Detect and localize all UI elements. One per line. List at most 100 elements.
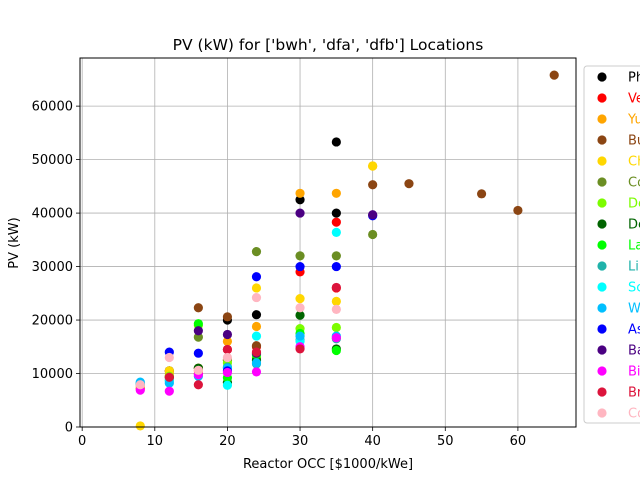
legend-label: W <box>628 302 640 317</box>
data-point <box>331 345 341 356</box>
legend-label: De <box>628 218 640 233</box>
legend-label: Bu <box>628 134 640 149</box>
data-point <box>476 189 487 199</box>
data-point <box>251 310 262 320</box>
data-point <box>331 322 341 333</box>
data-point <box>368 229 378 240</box>
data-point <box>295 195 305 205</box>
data-point <box>222 367 233 378</box>
legend-marker <box>597 408 607 418</box>
y-axis-label: PV (kW) <box>7 217 22 268</box>
x-tick-label: 50 <box>437 434 454 449</box>
legend-label: Ba <box>628 344 640 359</box>
data-point <box>295 208 305 218</box>
data-point <box>368 180 378 190</box>
chart-title: PV (kW) for ['bwh', 'dfa', 'dfb'] Locati… <box>173 36 484 54</box>
data-point <box>164 386 174 396</box>
data-point <box>251 331 262 341</box>
legend-marker <box>597 345 607 355</box>
data-point <box>295 303 305 313</box>
x-tick-label: 40 <box>364 434 381 449</box>
y-tick-label: 50000 <box>32 153 73 168</box>
data-point <box>222 312 233 322</box>
data-point <box>295 294 305 304</box>
x-tick-label: 60 <box>510 434 527 449</box>
legend-marker <box>597 156 607 166</box>
data-point <box>193 348 203 358</box>
data-point <box>331 208 341 218</box>
y-tick-label: 40000 <box>32 207 73 222</box>
legend-label: Co <box>628 176 640 191</box>
data-point <box>193 303 203 313</box>
data-point <box>222 380 233 390</box>
legend-label: Li <box>628 260 639 275</box>
data-point <box>549 70 559 80</box>
legend-marker <box>597 261 607 271</box>
y-tick-label: 60000 <box>32 100 73 115</box>
legend-marker <box>597 324 607 334</box>
legend-marker <box>597 387 607 397</box>
legend-label: Co <box>628 407 640 422</box>
legend-marker <box>597 198 607 208</box>
legend-marker <box>597 93 607 103</box>
y-tick-label: 30000 <box>32 260 73 275</box>
data-point <box>193 365 203 375</box>
data-point <box>193 319 203 329</box>
data-point <box>295 310 305 320</box>
data-point <box>368 210 378 220</box>
data-point <box>295 261 305 272</box>
data-point <box>222 329 233 340</box>
data-point <box>331 188 341 198</box>
data-point <box>251 358 262 368</box>
legend: Ph Ve Yu Bu Ch Co De De La Li Sc W As Ba Bi Br Co <box>583 65 640 424</box>
data-point <box>251 367 262 377</box>
data-point <box>368 161 378 171</box>
legend-marker <box>597 114 607 124</box>
x-tick-label: 10 <box>147 434 164 449</box>
data-point <box>251 272 262 282</box>
data-point <box>251 341 262 351</box>
data-point <box>331 333 341 343</box>
legend-label: La <box>628 239 640 254</box>
legend-label: Ph <box>628 71 640 86</box>
x-tick-label: 30 <box>292 434 309 449</box>
axis-ticks: 0 10 20 30 40 50 60 0 10000 20000 30000 40000 50000 6… <box>32 100 527 449</box>
data-point <box>295 344 305 354</box>
legend-marker <box>597 240 607 250</box>
data-point <box>331 261 341 272</box>
legend-label: Ch <box>628 155 640 170</box>
legend-label: Br <box>628 386 640 401</box>
data-point <box>331 217 341 227</box>
data-point <box>251 292 262 303</box>
legend-marker <box>597 177 607 187</box>
data-point <box>404 179 414 189</box>
y-tick-label: 10000 <box>32 367 73 382</box>
y-tick-label: 0 <box>65 421 73 436</box>
legend-marker <box>597 303 607 313</box>
data-points <box>135 70 559 431</box>
data-point <box>193 332 203 342</box>
data-point <box>193 326 203 336</box>
data-point <box>222 336 233 347</box>
legend-marker <box>597 282 607 292</box>
data-point <box>331 296 341 306</box>
legend-label: De <box>628 197 640 212</box>
x-tick-label: 0 <box>78 434 86 449</box>
grid <box>80 58 576 428</box>
data-point <box>295 251 305 261</box>
data-point <box>331 227 341 237</box>
data-point <box>331 251 341 261</box>
legend-label: Yu <box>627 113 640 128</box>
legend-label: Bi <box>628 365 640 380</box>
data-point <box>331 282 341 293</box>
legend-label: Ve <box>628 92 640 107</box>
x-tick-label: 20 <box>219 434 236 449</box>
legend-frame <box>583 65 640 424</box>
data-point <box>331 137 341 147</box>
plot-frame <box>79 57 577 428</box>
x-axis-label: Reactor OCC [$1000/kWe] <box>243 457 413 472</box>
data-point <box>251 347 262 357</box>
data-point <box>251 321 262 332</box>
data-point <box>222 352 233 363</box>
